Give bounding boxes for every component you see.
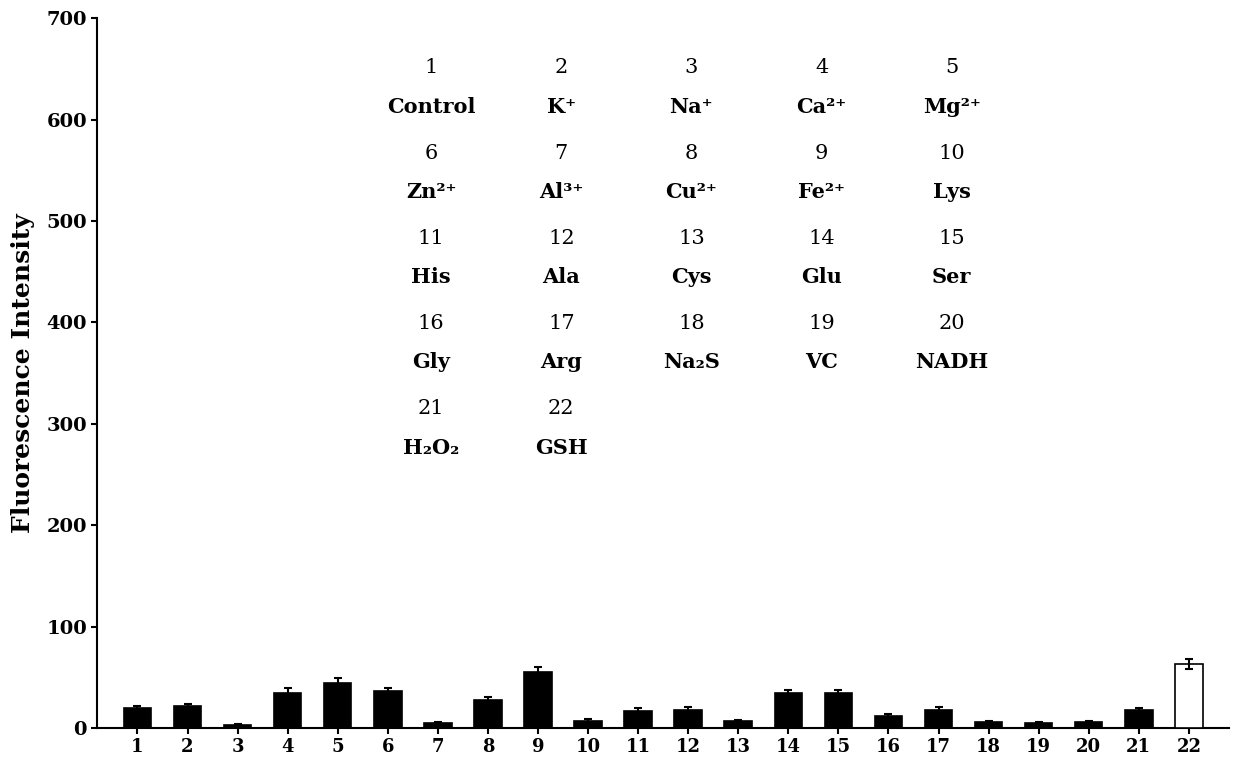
- Bar: [274, 693, 301, 728]
- Bar: [174, 706, 201, 728]
- Text: VC: VC: [805, 353, 838, 373]
- Bar: [675, 710, 702, 728]
- Bar: [124, 708, 151, 728]
- Text: 21: 21: [418, 399, 444, 418]
- Text: 22: 22: [548, 399, 574, 418]
- Text: GSH: GSH: [534, 438, 588, 458]
- Text: Ser: Ser: [932, 267, 971, 288]
- Text: 12: 12: [548, 229, 574, 248]
- Text: Arg: Arg: [541, 353, 583, 373]
- Text: 13: 13: [678, 229, 704, 248]
- Text: Cu²⁺: Cu²⁺: [666, 182, 718, 202]
- Bar: [324, 683, 351, 728]
- Bar: [1025, 723, 1053, 728]
- Bar: [525, 673, 552, 728]
- Y-axis label: Fluorescence Intensity: Fluorescence Intensity: [11, 213, 35, 533]
- Text: Cys: Cys: [671, 267, 712, 288]
- Text: 18: 18: [678, 314, 704, 333]
- Text: 1: 1: [424, 58, 438, 77]
- Text: NADH: NADH: [915, 353, 988, 373]
- Text: 3: 3: [684, 58, 698, 77]
- Text: Fe²⁺: Fe²⁺: [799, 182, 844, 202]
- Text: Gly: Gly: [412, 353, 450, 373]
- Bar: [925, 710, 952, 728]
- Text: Ala: Ala: [542, 267, 580, 288]
- Bar: [574, 721, 601, 728]
- Text: 14: 14: [808, 229, 835, 248]
- Text: Zn²⁺: Zn²⁺: [405, 182, 456, 202]
- Text: Na₂S: Na₂S: [663, 353, 720, 373]
- Bar: [874, 716, 903, 728]
- Bar: [775, 693, 802, 728]
- Text: Na⁺: Na⁺: [670, 97, 713, 117]
- Text: Control: Control: [387, 97, 475, 117]
- Bar: [975, 722, 1002, 728]
- Text: H₂O₂: H₂O₂: [403, 438, 459, 458]
- Text: 16: 16: [418, 314, 444, 333]
- Text: Ca²⁺: Ca²⁺: [796, 97, 847, 117]
- Text: 6: 6: [424, 143, 438, 163]
- Text: 7: 7: [554, 143, 568, 163]
- Text: 20: 20: [939, 314, 965, 333]
- Text: 11: 11: [418, 229, 445, 248]
- Bar: [424, 723, 451, 728]
- Text: 5: 5: [945, 58, 959, 77]
- Bar: [374, 690, 402, 728]
- Text: Glu: Glu: [801, 267, 842, 288]
- Text: Lys: Lys: [932, 182, 971, 202]
- Text: Mg²⁺: Mg²⁺: [923, 97, 981, 117]
- Text: Al³⁺: Al³⁺: [539, 182, 584, 202]
- Text: K⁺: K⁺: [547, 97, 575, 117]
- Bar: [1176, 664, 1203, 728]
- Bar: [1125, 710, 1152, 728]
- Bar: [1075, 722, 1102, 728]
- Bar: [474, 700, 502, 728]
- Text: 2: 2: [554, 58, 568, 77]
- Text: 17: 17: [548, 314, 574, 333]
- Text: 9: 9: [815, 143, 828, 163]
- Bar: [825, 693, 852, 728]
- Bar: [724, 721, 751, 728]
- Text: His: His: [412, 267, 451, 288]
- Bar: [624, 711, 652, 728]
- Text: 4: 4: [815, 58, 828, 77]
- Text: 15: 15: [939, 229, 965, 248]
- Text: 8: 8: [684, 143, 698, 163]
- Text: 19: 19: [808, 314, 835, 333]
- Bar: [223, 725, 252, 728]
- Text: 10: 10: [939, 143, 965, 163]
